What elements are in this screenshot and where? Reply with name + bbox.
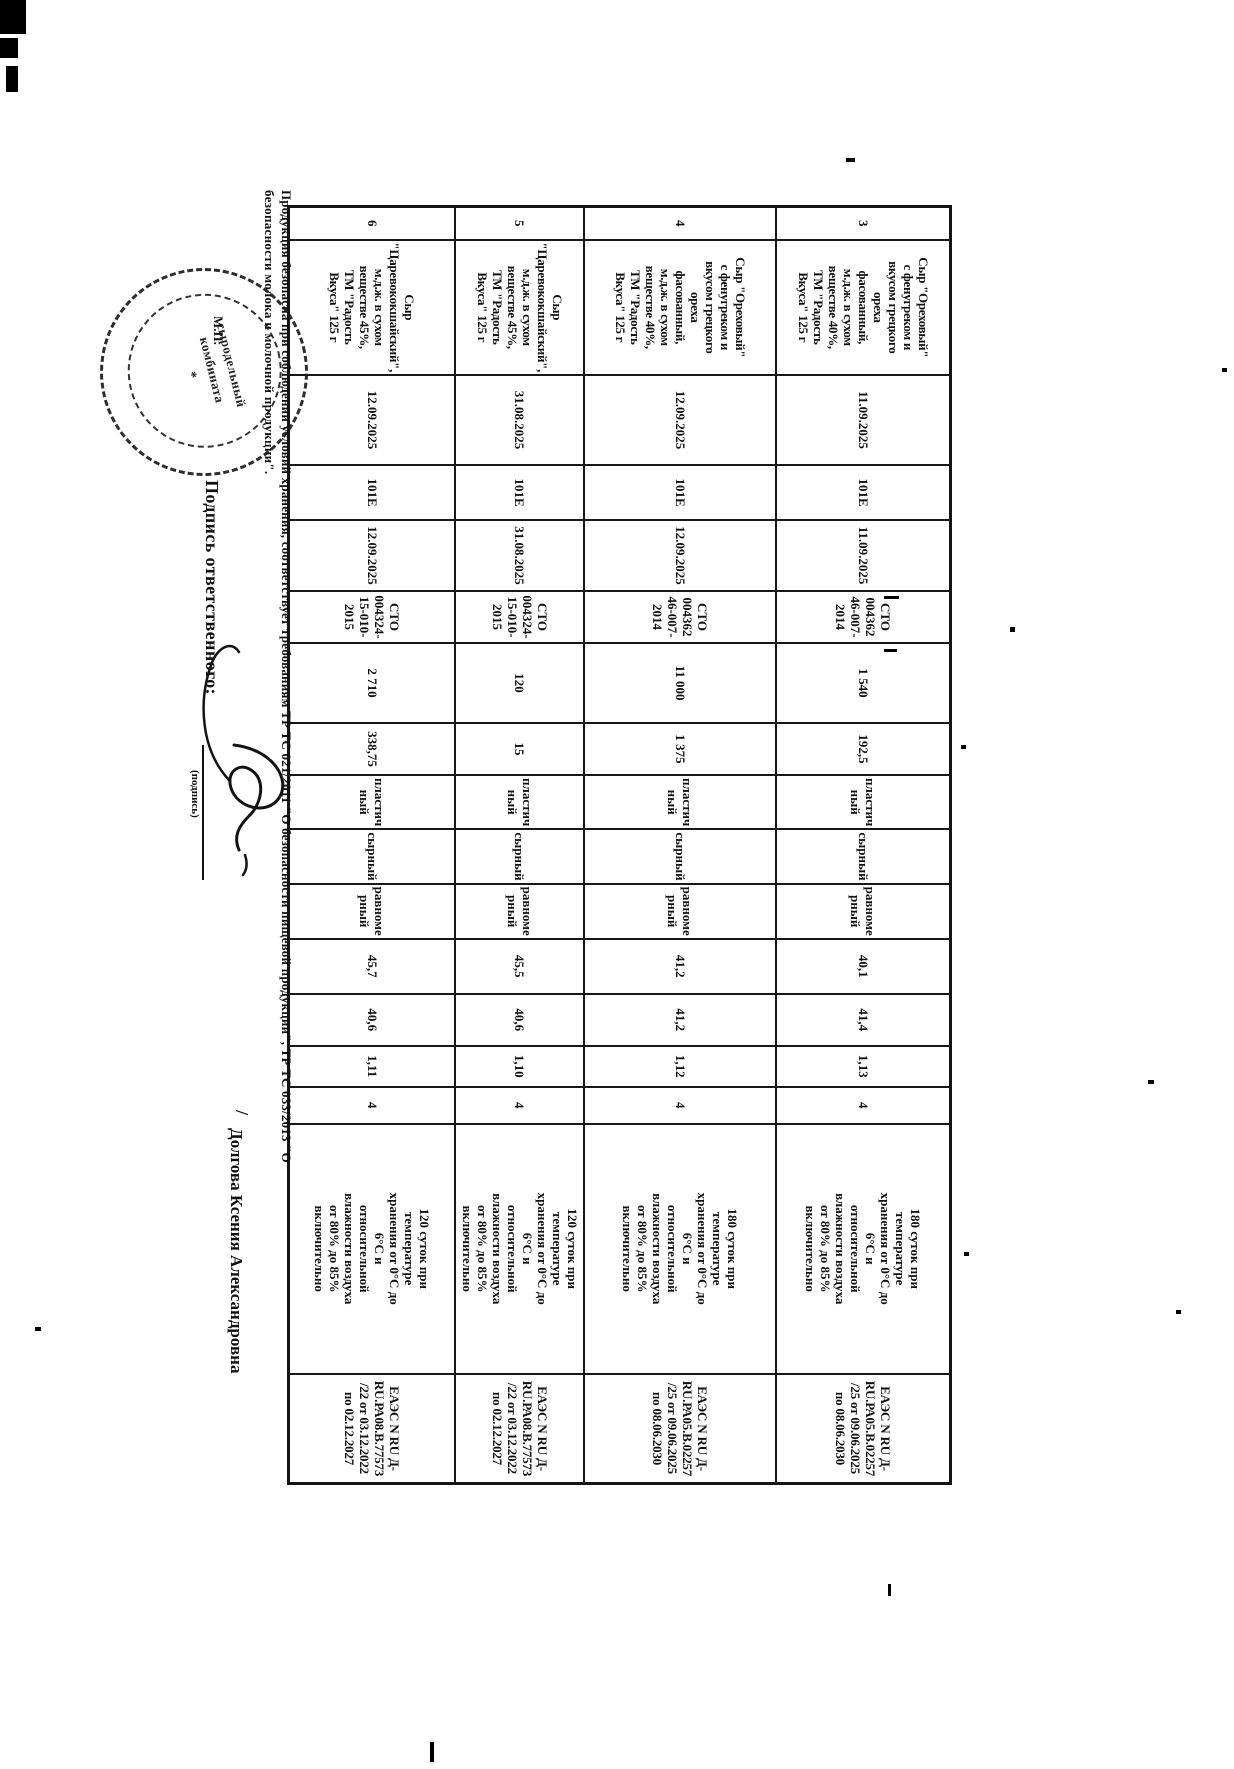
scan-artifact <box>888 1584 891 1596</box>
cell-places-count: 1 540 <box>776 643 951 724</box>
scan-artifact <box>430 1742 434 1762</box>
cell-net-mass: 338,75 <box>288 723 456 776</box>
cell-taste: сырный <box>455 829 585 884</box>
cell-packing-date: 11.09.2025 <box>776 520 951 592</box>
cell-score: 4 <box>584 1086 777 1124</box>
cell-places-count: 120 <box>455 643 585 724</box>
cell-storage-conditions: 120 суток при температуре хранения от 0°С … <box>288 1123 456 1374</box>
cell-product-name: Сыр "Ореховый" с фенугреком и вкусом грецк… <box>584 239 777 376</box>
cell-packing-date: 12.09.2025 <box>584 520 777 592</box>
cell-standard-sto: СТО 004362 46-007- 2014 <box>584 591 777 644</box>
cell-color: равноме рный <box>584 883 777 939</box>
cell-consistency: пластич ный <box>584 775 777 830</box>
cell-declaration: ЕАЭС N RU Д- RU.РА05.В.02257/25 от 09.06.… <box>776 1373 951 1484</box>
cell-color: равноме рный <box>288 883 456 939</box>
product-table: 3 Сыр "Ореховый" с фенугреком и вкусом гре… <box>287 205 952 1486</box>
cell-net-mass: 192,5 <box>776 723 951 776</box>
scan-artifact <box>846 158 855 162</box>
product-table-body: 3 Сыр "Ореховый" с фенугреком и вкусом гре… <box>288 206 951 1484</box>
scan-artifact <box>964 1252 969 1256</box>
scan-artifact <box>884 596 899 599</box>
cell-row-number: 6 <box>288 206 456 240</box>
cell-moisture-percent: 41,4 <box>776 993 951 1046</box>
scan-artifact <box>1176 1310 1181 1314</box>
scan-artifact <box>1148 1080 1154 1084</box>
cell-moisture-percent: 40,6 <box>288 993 456 1046</box>
cell-row-number: 4 <box>584 206 777 240</box>
cell-fat-percent: 45,7 <box>288 938 456 994</box>
cell-packing-date: 31.08.2025 <box>455 520 585 592</box>
cell-moisture-percent: 41,2 <box>584 993 777 1046</box>
table-row: 4 Сыр "Ореховый" с фенугреком и вкусом гре… <box>584 206 777 1484</box>
scan-artifact <box>0 0 26 34</box>
cell-production-date: 31.08.2025 <box>455 375 585 466</box>
cell-places-count: 11 000 <box>584 643 777 724</box>
cell-consistency: пластич ный <box>288 775 456 830</box>
cell-declaration: ЕАЭС N RU Д- RU.РА05.В.02257/25 от 09.06.… <box>584 1373 777 1484</box>
scan-artifact <box>6 66 18 92</box>
cell-moisture-percent: 40,6 <box>455 993 585 1046</box>
cell-salt-percent: 1,12 <box>584 1045 777 1087</box>
cell-score: 4 <box>288 1086 456 1124</box>
handwritten-signature-stroke <box>202 644 285 877</box>
cell-salt-percent: 1,10 <box>455 1045 585 1087</box>
cell-fat-percent: 41,2 <box>584 938 777 994</box>
cell-color: равноме рный <box>455 883 585 939</box>
scan-artifact <box>35 1327 41 1331</box>
cell-taste: сырный <box>584 829 777 884</box>
cell-salt-percent: 1,11 <box>288 1045 456 1087</box>
cell-batch-number: 101Е <box>288 465 456 521</box>
cell-standard-sto: СТО 004324- 15-010- 2015 <box>455 591 585 644</box>
cell-net-mass: 1 375 <box>584 723 777 776</box>
scan-artifact <box>961 745 966 749</box>
signature-name: Долгова Ксения Александровна <box>227 1128 246 1374</box>
scan-artifact <box>0 38 18 58</box>
cell-standard-sto: СТО 004324- 15-010- 2015 <box>288 591 456 644</box>
cell-salt-percent: 1,13 <box>776 1045 951 1087</box>
cell-storage-conditions: 180 суток при температуре хранения от 0°С … <box>584 1123 777 1374</box>
scan-artifact <box>1010 627 1015 632</box>
cell-row-number: 5 <box>455 206 585 240</box>
scan-artifact <box>884 649 897 652</box>
cell-places-count: 2 710 <box>288 643 456 724</box>
cell-standard-sto: СТО 004362 46-007- 2014 <box>776 591 951 644</box>
cell-batch-number: 101Е <box>584 465 777 521</box>
signature-slash-mark: / <box>232 1110 252 1116</box>
cell-consistency: пластич ный <box>776 775 951 830</box>
scan-artifact <box>1222 368 1227 372</box>
cell-batch-number: 101Е <box>776 465 951 521</box>
cell-product-name: Сыр "Царевококшайский", м.д.ж. в сухом веще… <box>288 239 456 376</box>
cell-fat-percent: 45,5 <box>455 938 585 994</box>
cell-taste: сырный <box>288 829 456 884</box>
cell-taste: сырный <box>776 829 951 884</box>
cell-storage-conditions: 180 суток при температуре хранения от 0°С … <box>776 1123 951 1374</box>
cell-production-date: 11.09.2025 <box>776 375 951 466</box>
table-row: 5 Сыр "Царевококшайский", м.д.ж. в сухом ве… <box>455 206 585 1484</box>
cell-product-name: Сыр "Царевококшайский", м.д.ж. в сухом веще… <box>455 239 585 376</box>
cell-score: 4 <box>455 1086 585 1124</box>
cell-product-name: Сыр "Ореховый" с фенугреком и вкусом грецк… <box>776 239 951 376</box>
cell-color: равноме рный <box>776 883 951 939</box>
cell-packing-date: 12.09.2025 <box>288 520 456 592</box>
cell-batch-number: 101Е <box>455 465 585 521</box>
cell-fat-percent: 40,1 <box>776 938 951 994</box>
cell-declaration: ЕАЭС N RU Д- RU.РА08.В.77573/22 от 03.12.… <box>288 1373 456 1484</box>
cell-consistency: пластич ный <box>455 775 585 830</box>
cell-storage-conditions: 120 суток при температуре хранения от 0°С … <box>455 1123 585 1374</box>
table-row: 3 Сыр "Ореховый" с фенугреком и вкусом гре… <box>776 206 951 1484</box>
cell-score: 4 <box>776 1086 951 1124</box>
cell-production-date: 12.09.2025 <box>584 375 777 466</box>
cell-row-number: 3 <box>776 206 951 240</box>
cell-declaration: ЕАЭС N RU Д- RU.РА08.В.77573/22 от 03.12.… <box>455 1373 585 1484</box>
cell-net-mass: 15 <box>455 723 585 776</box>
